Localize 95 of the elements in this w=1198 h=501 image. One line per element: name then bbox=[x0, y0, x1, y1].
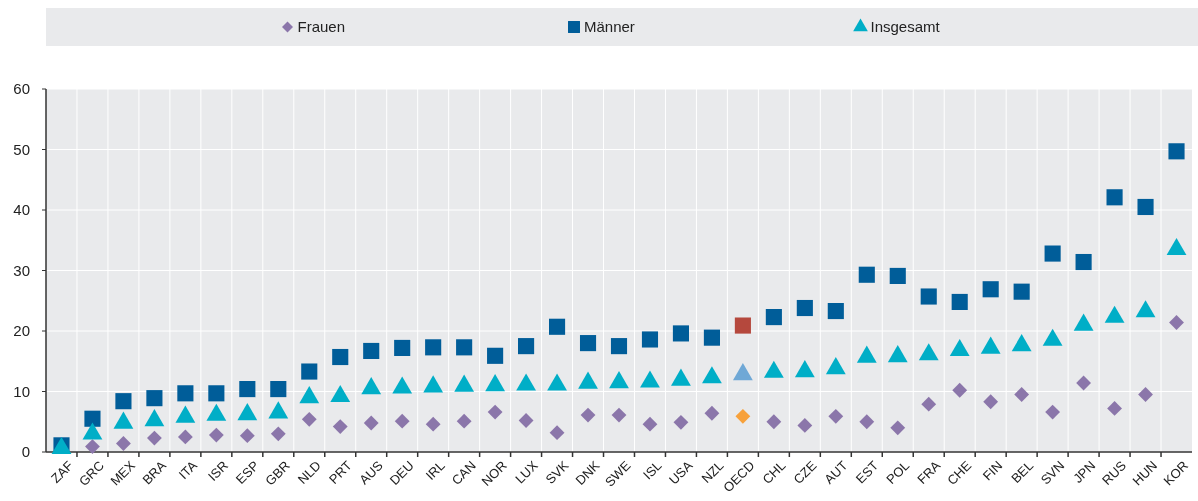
legend-label: Frauen bbox=[297, 18, 346, 36]
legend-label: Männer bbox=[584, 18, 635, 36]
point bbox=[518, 413, 534, 428]
point bbox=[239, 381, 256, 398]
point bbox=[673, 414, 689, 430]
y-tick-label: 50 bbox=[13, 140, 30, 158]
point bbox=[116, 436, 131, 451]
point bbox=[239, 428, 255, 444]
x-tick-label: POL bbox=[883, 457, 913, 487]
point bbox=[363, 342, 380, 360]
point bbox=[983, 394, 999, 410]
point bbox=[797, 417, 813, 433]
point bbox=[704, 405, 720, 421]
y-tick-label: 10 bbox=[13, 382, 30, 400]
point bbox=[1138, 387, 1153, 402]
point bbox=[1106, 189, 1123, 206]
y-tick-label: 20 bbox=[13, 322, 30, 340]
point bbox=[890, 420, 906, 436]
x-tick-label: USA bbox=[665, 457, 696, 488]
point bbox=[921, 396, 937, 412]
point bbox=[610, 338, 628, 355]
y-tick-label: 0 bbox=[21, 443, 30, 461]
point bbox=[828, 408, 844, 424]
point bbox=[146, 430, 162, 446]
point bbox=[425, 416, 441, 432]
x-tick-label: CZE bbox=[790, 457, 820, 487]
point bbox=[889, 267, 906, 285]
point bbox=[982, 281, 999, 298]
x-tick-label: CHL bbox=[759, 457, 789, 487]
point bbox=[518, 338, 535, 355]
point bbox=[858, 266, 875, 283]
point bbox=[301, 363, 318, 380]
point bbox=[1076, 375, 1092, 391]
x-tick-label: BEL bbox=[1008, 457, 1037, 486]
point bbox=[363, 415, 379, 431]
point bbox=[177, 429, 193, 445]
point bbox=[115, 393, 132, 410]
point bbox=[951, 293, 968, 311]
point bbox=[952, 382, 968, 398]
point bbox=[270, 381, 287, 398]
point bbox=[425, 339, 442, 356]
point bbox=[766, 414, 782, 430]
point bbox=[579, 335, 597, 352]
point bbox=[765, 309, 782, 326]
point bbox=[580, 407, 596, 423]
point bbox=[456, 413, 472, 429]
point bbox=[487, 404, 503, 420]
point bbox=[920, 288, 937, 305]
point bbox=[1075, 253, 1092, 271]
point bbox=[84, 410, 101, 427]
point bbox=[672, 325, 690, 342]
y-tick-label: 40 bbox=[13, 201, 30, 219]
x-tick-label: FIN bbox=[979, 457, 1006, 484]
x-tick-label: ISL bbox=[640, 457, 665, 483]
point bbox=[301, 411, 317, 427]
point bbox=[332, 419, 348, 435]
point bbox=[1168, 143, 1185, 160]
point bbox=[270, 426, 286, 442]
x-tick-label: JPN bbox=[1070, 457, 1099, 486]
legend-label: Insgesamt bbox=[870, 18, 941, 36]
point bbox=[332, 348, 349, 366]
point bbox=[642, 416, 658, 432]
point bbox=[394, 413, 410, 429]
point bbox=[703, 329, 720, 346]
point bbox=[1014, 387, 1030, 402]
point bbox=[796, 299, 813, 317]
y-tick-label: 30 bbox=[13, 261, 30, 279]
y-tick-label: 60 bbox=[13, 80, 30, 98]
point bbox=[641, 331, 659, 348]
point bbox=[394, 339, 411, 356]
point bbox=[177, 385, 194, 402]
x-tick-label: ITA bbox=[175, 457, 201, 483]
point bbox=[1137, 198, 1154, 216]
point bbox=[146, 390, 163, 407]
point bbox=[1107, 401, 1122, 416]
point bbox=[208, 427, 224, 443]
x-tick-label: FRA bbox=[914, 457, 944, 487]
point bbox=[735, 408, 751, 424]
point bbox=[456, 339, 473, 356]
point bbox=[1013, 283, 1030, 300]
point bbox=[1044, 245, 1061, 262]
point bbox=[1045, 404, 1061, 420]
x-tick-label: ISR bbox=[204, 457, 231, 484]
point bbox=[859, 414, 875, 430]
point bbox=[549, 425, 565, 441]
x-tick-label: IRL bbox=[422, 457, 448, 483]
point bbox=[611, 407, 627, 423]
point bbox=[85, 439, 100, 454]
point bbox=[1169, 315, 1184, 330]
point bbox=[548, 318, 566, 335]
point bbox=[827, 302, 844, 320]
x-tick-label: NLD bbox=[294, 457, 324, 487]
point bbox=[487, 347, 504, 364]
point bbox=[734, 317, 751, 334]
point bbox=[208, 385, 225, 402]
